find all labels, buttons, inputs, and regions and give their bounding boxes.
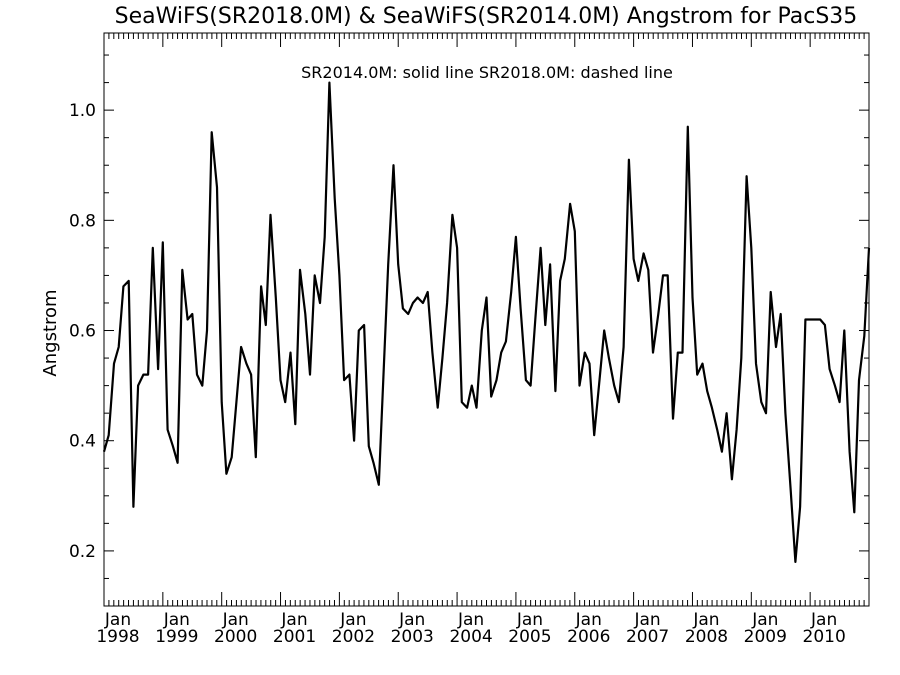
x-tick-month-label: Jan — [692, 610, 719, 630]
x-tick-month-label: Jan — [810, 610, 837, 630]
y-tick-label: 0.4 — [69, 432, 96, 452]
x-tick-month-label: Jan — [104, 610, 131, 630]
x-tick-year-label: 1999 — [155, 627, 198, 647]
x-tick-month-label: Jan — [222, 610, 249, 630]
x-tick-year-label: 2003 — [391, 627, 434, 647]
x-tick-year-label: 2008 — [685, 627, 728, 647]
x-tick-month-label: Jan — [339, 610, 366, 630]
x-tick-month-label: Jan — [280, 610, 307, 630]
x-tick-month-label: Jan — [163, 610, 190, 630]
series-line-solid — [102, 81, 871, 564]
x-tick-year-label: 2010 — [803, 627, 846, 647]
x-tick-year-label: 2001 — [273, 627, 316, 647]
x-tick-month-label: Jan — [634, 610, 661, 630]
x-tick-year-label: 2007 — [626, 627, 669, 647]
x-tick-year-label: 1998 — [96, 627, 139, 647]
y-axis-label: Angstrom — [40, 289, 61, 376]
x-tick-month-label: Jan — [457, 610, 484, 630]
x-tick-year-label: 2004 — [449, 627, 492, 647]
x-tick-month-label: Jan — [516, 610, 543, 630]
x-tick-month-label: Jan — [751, 610, 778, 630]
y-tick-label: 0.6 — [69, 322, 96, 342]
x-tick-year-label: 2000 — [214, 627, 257, 647]
x-tick-month-label: Jan — [575, 610, 602, 630]
x-tick-month-label: Jan — [398, 610, 425, 630]
chart-title: SeaWiFS(SR2018.0M) & SeaWiFS(SR2014.0M) … — [115, 4, 858, 29]
x-tick-year-label: 2002 — [332, 627, 375, 647]
y-tick-label: 0.8 — [69, 211, 96, 231]
x-tick-year-label: 2006 — [567, 627, 610, 647]
x-tick-year-label: 2005 — [508, 627, 551, 647]
y-tick-label: 1.0 — [69, 101, 96, 121]
y-tick-label: 0.2 — [69, 542, 96, 562]
legend-text: SR2014.0M: solid line SR2018.0M: dashed … — [301, 63, 673, 82]
x-tick-year-label: 2009 — [744, 627, 787, 647]
